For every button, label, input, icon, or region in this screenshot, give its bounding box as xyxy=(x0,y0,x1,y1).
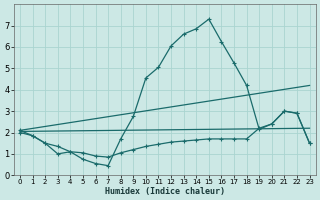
X-axis label: Humidex (Indice chaleur): Humidex (Indice chaleur) xyxy=(105,187,225,196)
